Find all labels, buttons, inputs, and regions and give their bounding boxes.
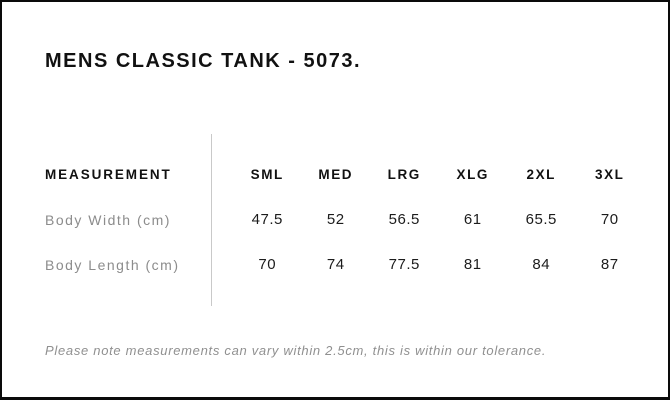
tolerance-note: Please note measurements can vary within… (45, 343, 547, 358)
size-chart-header-row: MEASUREMENT SML MED LRG XLG 2XL 3XL (45, 167, 644, 183)
size-header-3xl: 3XL (594, 167, 625, 182)
page-title: MENS CLASSIC TANK - 5073. (45, 50, 362, 72)
body-length-xlg: 81 (463, 256, 482, 273)
body-length-med: 74 (326, 256, 345, 273)
row-label: Body Width (cm) (45, 212, 171, 228)
body-length-3xl: 87 (600, 256, 619, 273)
body-length-sml: 70 (258, 256, 277, 273)
body-width-xlg: 61 (463, 211, 482, 228)
body-width-lrg: 56.5 (388, 211, 420, 228)
body-width-med: 52 (326, 211, 345, 228)
body-width-3xl: 70 (600, 211, 619, 228)
table-row-body-length: Body Length (cm) 70 74 77.5 81 84 87 (45, 256, 644, 274)
row-label: Body Length (cm) (45, 257, 180, 273)
measurement-column-header: MEASUREMENT (45, 167, 172, 182)
body-length-2xl: 84 (532, 256, 551, 273)
table-row-body-width: Body Width (cm) 47.5 52 56.5 61 65.5 70 (45, 211, 644, 229)
size-header-2xl: 2XL (526, 167, 557, 182)
size-header-med: MED (318, 167, 354, 182)
size-header-xlg: XLG (456, 167, 490, 182)
body-width-sml: 47.5 (251, 211, 283, 228)
size-header-lrg: LRG (387, 167, 421, 182)
size-header-sml: SML (250, 167, 284, 182)
body-width-2xl: 65.5 (525, 211, 557, 228)
table-column-divider (211, 134, 212, 306)
body-length-lrg: 77.5 (388, 256, 420, 273)
